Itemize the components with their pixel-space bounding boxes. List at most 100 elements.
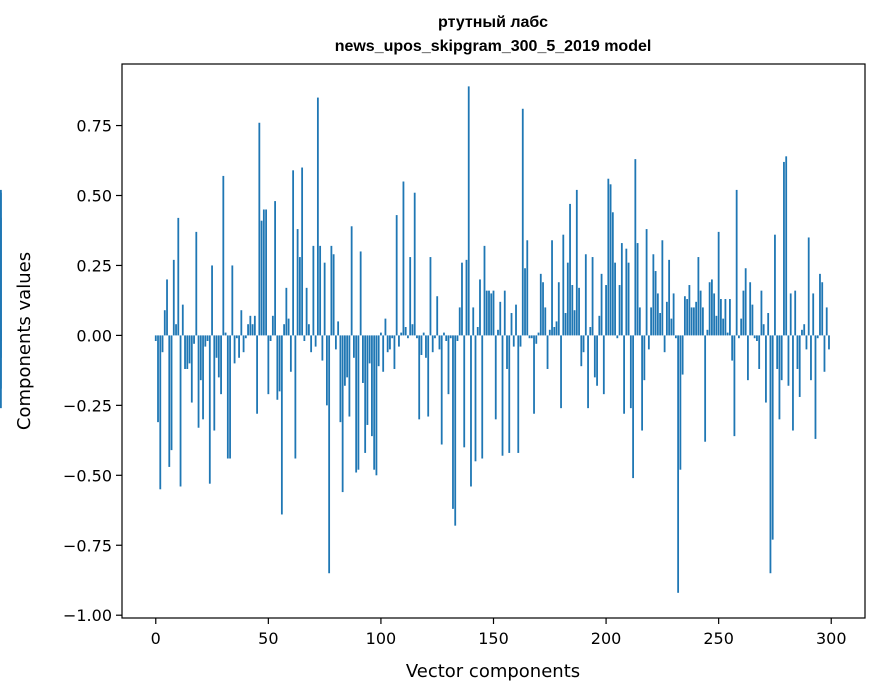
bar (238, 335, 240, 358)
bar (593, 335, 596, 378)
bar (467, 86, 470, 336)
bar (413, 192, 416, 336)
bar (240, 310, 243, 336)
bar (177, 217, 180, 336)
bar (391, 335, 394, 339)
bar (738, 335, 740, 339)
bar (285, 287, 288, 336)
bar (479, 279, 481, 336)
bar (501, 335, 504, 456)
plot-frame (121, 63, 866, 619)
bar (704, 335, 707, 442)
bar (402, 181, 405, 336)
bar (587, 335, 589, 409)
bar (458, 307, 461, 336)
bar (749, 282, 752, 336)
bar (404, 327, 407, 336)
bar (614, 262, 616, 336)
bar (346, 335, 349, 378)
bar (163, 310, 166, 336)
bar (316, 97, 319, 336)
chart-title: ртутный лабс (438, 14, 548, 31)
bar (623, 335, 625, 414)
bar (663, 335, 666, 353)
bar (463, 335, 466, 448)
bar (483, 245, 486, 336)
bar (517, 335, 520, 453)
bar (476, 327, 479, 336)
bar (398, 335, 400, 347)
bar (416, 335, 418, 339)
y-tick-label: −0.25 (63, 396, 112, 415)
bar (632, 335, 634, 479)
bar (348, 335, 351, 417)
bar (724, 299, 727, 336)
bar (344, 335, 346, 386)
bar (425, 335, 427, 358)
bar (184, 335, 186, 369)
bar (600, 273, 603, 336)
bar (157, 335, 159, 423)
bar (557, 282, 560, 336)
bar (287, 318, 290, 336)
bar (244, 335, 247, 339)
bar (161, 335, 164, 353)
bar (686, 299, 689, 336)
bar (652, 254, 655, 336)
bar (803, 324, 806, 336)
bar (528, 335, 531, 339)
bar (751, 304, 754, 336)
bar (589, 327, 592, 336)
bar (220, 335, 222, 395)
bar (605, 285, 607, 336)
bar (560, 335, 562, 409)
bar (294, 335, 297, 459)
bar (289, 335, 292, 372)
bar (672, 293, 675, 336)
bar (357, 335, 360, 470)
bar (181, 304, 184, 336)
bar (711, 279, 713, 336)
bar (762, 324, 765, 336)
bar (226, 335, 229, 459)
bar (197, 335, 200, 428)
bar (364, 335, 367, 453)
bar (292, 170, 295, 336)
bar (688, 285, 691, 336)
bar (456, 335, 459, 341)
bar (515, 304, 517, 336)
bar (810, 335, 812, 381)
bar (510, 313, 513, 336)
bar (190, 335, 193, 403)
bar (744, 268, 747, 336)
bar (798, 335, 801, 397)
bar (668, 259, 671, 336)
bar (524, 268, 526, 336)
bar (665, 301, 668, 336)
bar (445, 335, 448, 341)
bar (296, 229, 299, 336)
bar (758, 335, 761, 369)
bar (816, 335, 819, 339)
bar (488, 290, 490, 336)
bar (760, 290, 763, 336)
bar (715, 315, 718, 336)
bar (659, 313, 662, 336)
bar (170, 335, 173, 451)
y-axis-ticks: −1.00 −0.75 −0.50 −0.25 0.00 0.25 0.50 0.75 (63, 117, 122, 625)
bar (353, 335, 355, 358)
bar (670, 318, 673, 336)
bar (735, 189, 738, 336)
bar (265, 209, 267, 336)
bar (438, 335, 441, 350)
bar (222, 175, 225, 336)
bar (341, 335, 344, 493)
bar (312, 245, 315, 336)
bar (231, 265, 234, 336)
bar (470, 335, 472, 487)
bar (172, 259, 175, 336)
bar (215, 335, 218, 358)
bar (774, 234, 776, 336)
bar (377, 335, 380, 367)
